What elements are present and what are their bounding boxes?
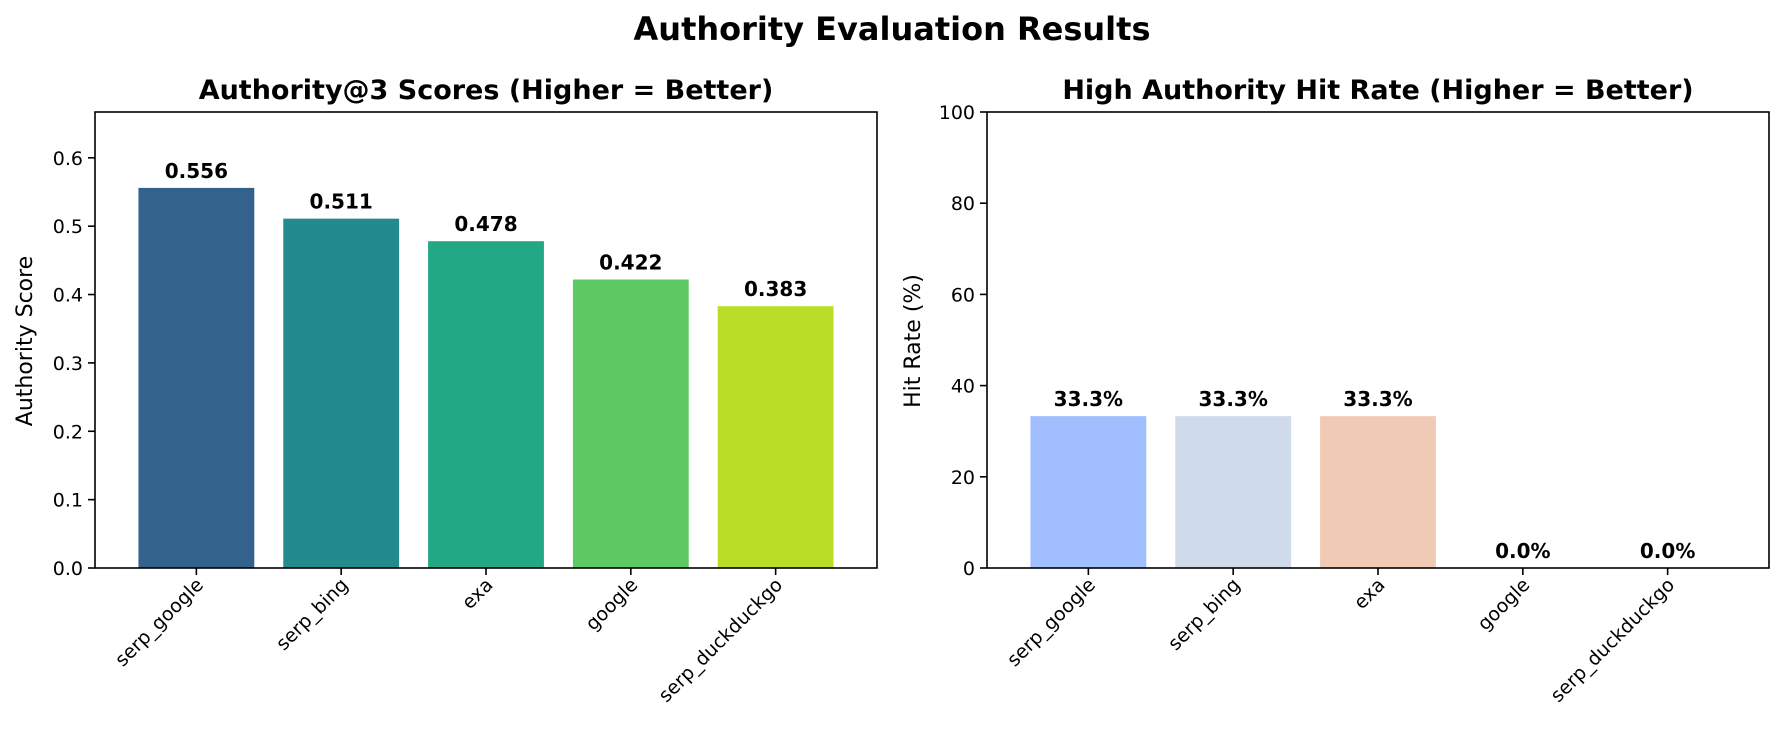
data-label: 33.3% <box>1343 387 1412 411</box>
data-label: 0.478 <box>454 212 517 236</box>
x-tick-label: exa <box>1350 574 1390 614</box>
y-tick-label: 0.6 <box>53 148 83 170</box>
chart-title: Authority@3 Scores (Higher = Better) <box>199 75 774 106</box>
y-tick-label: 100 <box>939 102 975 124</box>
data-label: 33.3% <box>1054 387 1123 411</box>
chart-title: High Authority Hit Rate (Higher = Better… <box>1062 75 1693 106</box>
y-axis-label: Authority Score <box>13 256 38 426</box>
y-tick-label: 0.2 <box>53 421 83 443</box>
bar-google <box>572 279 689 568</box>
x-tick-label: serp_google <box>111 574 208 671</box>
x-tick-label: serp_bing <box>272 574 353 655</box>
x-tick-label: serp_google <box>1003 574 1100 671</box>
data-label: 0.511 <box>310 190 373 214</box>
x-tick-label: serp_duckduckgo <box>1546 574 1679 707</box>
x-tick-label: google <box>581 574 642 635</box>
bar-serp_google <box>138 187 255 569</box>
hit-rate-chart: High Authority Hit Rate (Higher = Better… <box>901 75 1770 707</box>
bar-serp_google <box>1030 416 1147 568</box>
y-tick-label: 80 <box>951 193 975 215</box>
y-tick-label: 0.0 <box>53 558 83 580</box>
bar-exa <box>1320 416 1436 568</box>
data-label: 0.556 <box>165 159 228 183</box>
data-label: 0.383 <box>744 277 807 301</box>
x-tick-label: exa <box>458 574 498 614</box>
data-label: 33.3% <box>1198 387 1267 411</box>
chart-marks: 0 20 40 60 80 100 serp_google serp_bing exa googl… <box>939 102 1770 707</box>
y-tick-label: 60 <box>951 284 975 306</box>
y-tick-label: 0.4 <box>53 285 83 307</box>
data-label: 0.422 <box>599 250 662 274</box>
y-tick-label: 0.1 <box>53 490 83 512</box>
figure-title: Authority Evaluation Results <box>634 10 1151 48</box>
authority-score-chart: Authority@3 Scores (Higher = Better) Aut… <box>13 75 878 707</box>
bar-serp_bing <box>283 218 400 568</box>
x-tick-label: serp_bing <box>1164 574 1245 655</box>
data-label: 0.0% <box>1495 539 1550 563</box>
y-tick-label: 40 <box>951 376 975 398</box>
chart-marks: 0.0 0.1 0.2 0.3 0.4 0.5 0.6 serp_google serp_bin… <box>53 111 878 707</box>
y-axis-label: Hit Rate (%) <box>901 274 926 408</box>
x-tick-label: google <box>1473 574 1534 635</box>
data-label: 0.0% <box>1640 539 1695 563</box>
bar-serp_duckduckgo <box>717 306 834 568</box>
bar-serp_bing <box>1175 416 1292 568</box>
y-tick-label: 20 <box>951 467 975 489</box>
bar-exa <box>428 241 544 568</box>
x-tick-label: serp_duckduckgo <box>654 574 787 707</box>
y-tick-label: 0.3 <box>53 353 83 375</box>
y-tick-label: 0.5 <box>53 216 83 238</box>
y-tick-label: 0 <box>963 558 975 580</box>
